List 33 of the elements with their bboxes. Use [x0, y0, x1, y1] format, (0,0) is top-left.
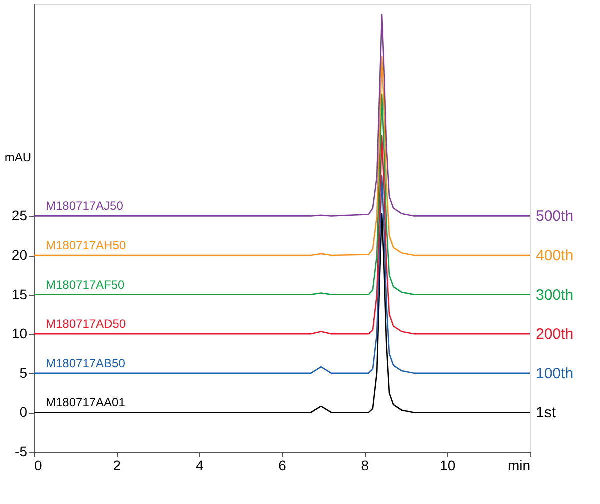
x-tick-label: 10 [440, 458, 456, 474]
line-series [33, 56, 531, 256]
series-label: 1st [536, 404, 557, 422]
annotation: M180717AH50 [46, 238, 126, 253]
series-label: 500th [536, 208, 574, 226]
line-series [33, 175, 531, 374]
y-tick-label: 25 [12, 208, 28, 224]
series-label: 100th [536, 365, 574, 382]
line-series [33, 213, 531, 414]
y-axis-title: mAU [4, 150, 32, 164]
annotation: M180717AB50 [46, 356, 126, 370]
series-label: 200th [536, 326, 574, 344]
x-tick-label: 2 [113, 458, 122, 474]
annotation: M180717AA01 [46, 396, 126, 410]
x-tick-label: 0 [34, 458, 42, 474]
series-label: 400th [536, 248, 574, 265]
annotation: M180717AJ50 [46, 199, 124, 214]
y-tick-label: 15 [12, 286, 28, 302]
y-tick-label: 20 [12, 247, 28, 264]
x-tick-label: 6 [278, 458, 287, 474]
series-label: 300th [536, 286, 574, 304]
y-tick-label: 10 [12, 326, 28, 342]
x-tick-label: min [508, 458, 530, 474]
x-tick-label: 8 [361, 458, 370, 474]
y-tick-label: -5 [15, 444, 28, 460]
y-tick-label: 0 [20, 404, 28, 420]
annotation: M180717AD50 [46, 317, 126, 332]
line-series [33, 135, 531, 335]
annotation: M180717AF50 [46, 278, 126, 292]
line-series [33, 94, 531, 296]
y-tick-label: 5 [20, 364, 28, 381]
x-tick-label: 4 [196, 458, 204, 474]
line-series [33, 14, 531, 217]
